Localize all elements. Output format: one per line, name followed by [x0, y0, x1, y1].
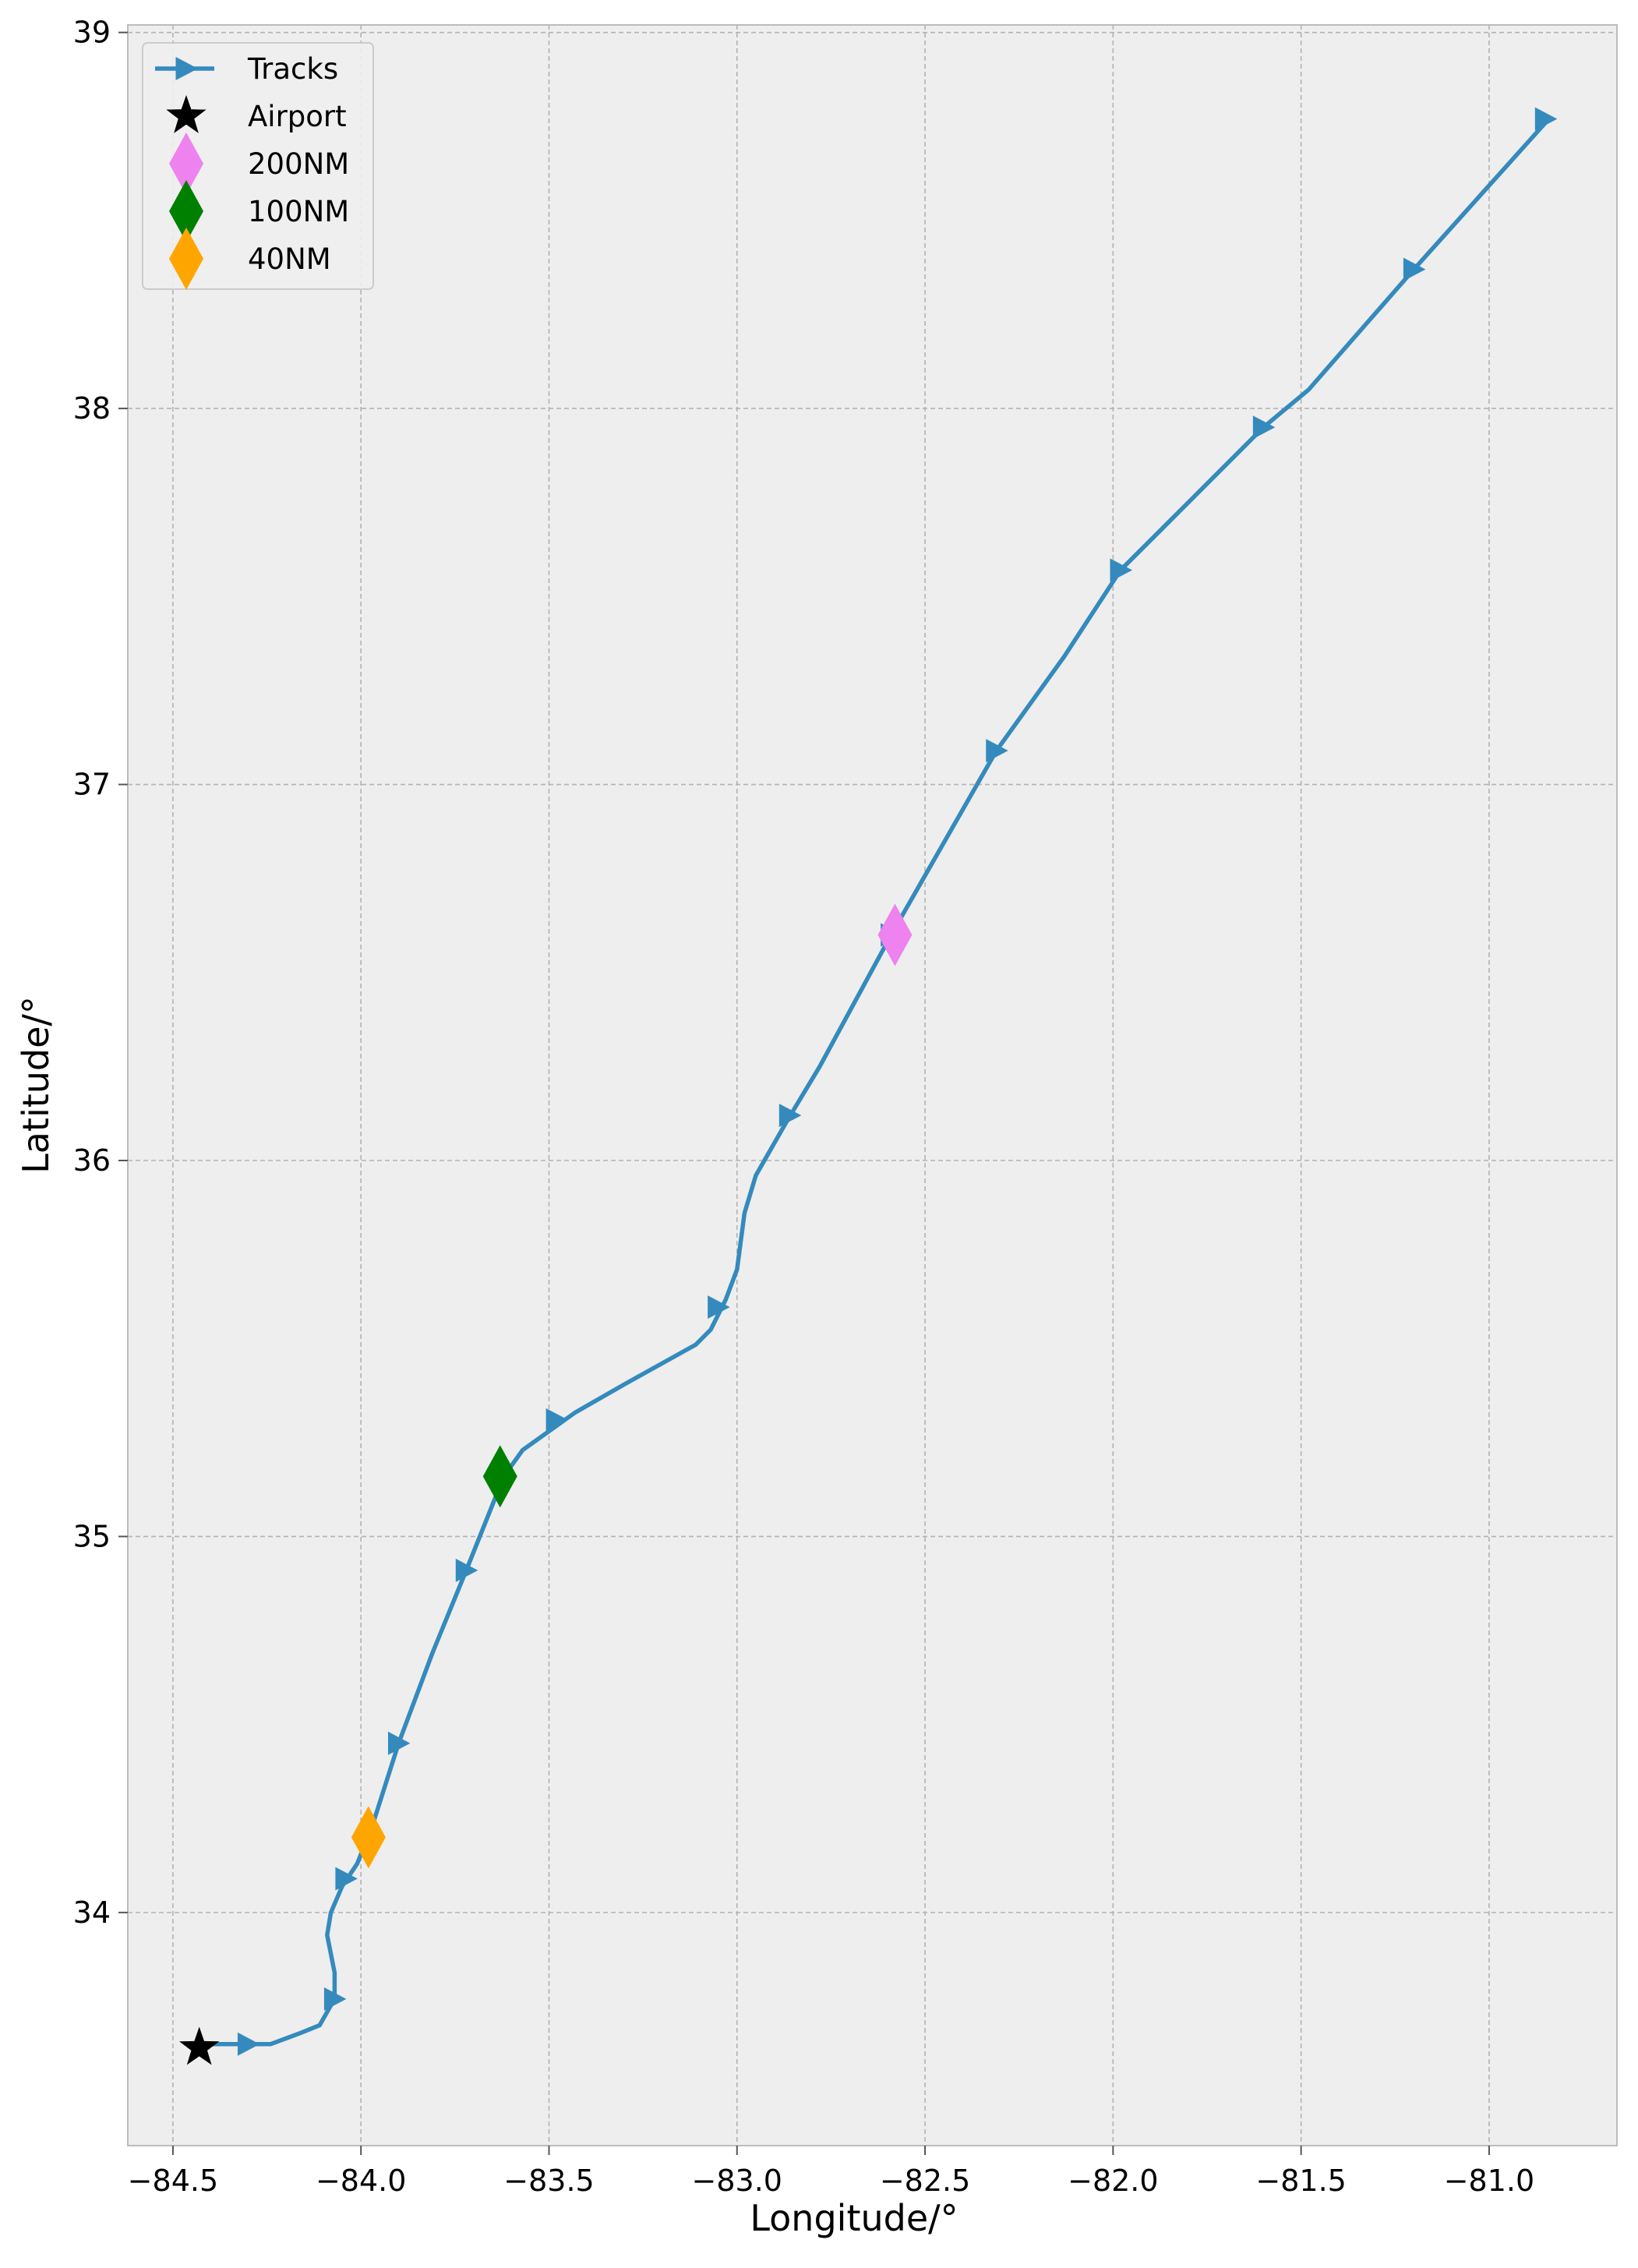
legend-marker-200nm — [169, 132, 203, 195]
track-marker — [1534, 107, 1558, 131]
legend-box — [142, 42, 374, 290]
track-marker — [778, 1104, 802, 1128]
x-axis-label: Longitude/° — [750, 2197, 958, 2239]
legend: Tracks Airport 200NM 100NM 40NM — [142, 42, 374, 290]
y-axis-label: Latitude/° — [15, 996, 57, 1174]
track-marker — [1252, 415, 1276, 440]
y-tick-label: 36 — [73, 1143, 111, 1178]
track-marker — [1403, 257, 1426, 281]
track-marker — [387, 1731, 411, 1755]
legend-marker-airport — [166, 95, 207, 133]
track-marker — [986, 739, 1008, 763]
y-tick-label: 34 — [73, 1895, 111, 1930]
y-tick-label: 37 — [73, 768, 111, 802]
track-marker — [237, 2032, 260, 2056]
x-tick-label: −83.5 — [503, 2164, 594, 2198]
legend-label: Tracks — [247, 52, 338, 86]
track-marker — [455, 1558, 478, 1582]
legend-label: 40NM — [248, 242, 331, 276]
marker-40nm — [351, 1806, 386, 1869]
x-tick-label: −84.0 — [316, 2164, 406, 2198]
marker-100nm — [482, 1445, 517, 1508]
y-tick-label: 39 — [73, 16, 111, 50]
track-marker — [335, 1867, 358, 1891]
legend-marker-100nm — [169, 180, 203, 242]
track-marker — [545, 1408, 569, 1432]
x-tick-label: −81.5 — [1255, 2164, 1346, 2198]
track-marker — [1110, 558, 1132, 582]
plot-area — [128, 25, 1617, 2146]
legend-label: 200NM — [248, 147, 349, 181]
y-tick-label: 38 — [73, 391, 111, 426]
x-tick-label: −81.0 — [1444, 2164, 1534, 2198]
y-tick-label: 35 — [73, 1519, 111, 1553]
airport-star — [179, 2026, 220, 2065]
x-tick-label: −84.5 — [128, 2164, 218, 2198]
legend-label: 100NM — [248, 195, 349, 228]
plot-frame — [127, 24, 1618, 2146]
x-tick-label: −82.0 — [1068, 2164, 1158, 2198]
legend-label: Airport — [248, 100, 347, 133]
track-line — [193, 120, 1548, 2047]
track-marker — [708, 1295, 730, 1319]
track-marker — [323, 1987, 347, 2011]
x-tick-label: −83.0 — [692, 2164, 782, 2198]
x-tick-label: −82.5 — [880, 2164, 970, 2198]
legend-marker-tracks — [175, 57, 198, 80]
legend-marker-40nm — [169, 228, 203, 290]
marker-200nm — [877, 903, 913, 966]
